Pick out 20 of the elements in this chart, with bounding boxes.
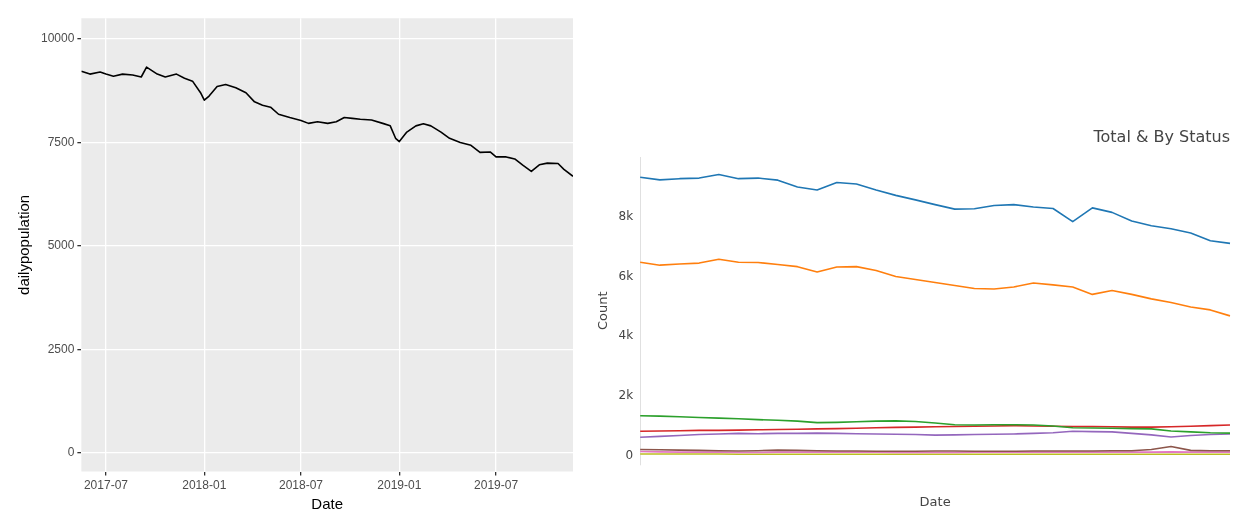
x-tick-label: 2018-01	[182, 478, 227, 493]
y-axis-title: Count	[595, 291, 611, 331]
y-tick-label: 0	[625, 447, 634, 462]
y-tick-label: 6k	[618, 268, 634, 283]
y-tick-label: 5000	[47, 238, 75, 253]
y-tick-label: 8k	[618, 208, 634, 223]
y-tick-label: 2k	[618, 387, 634, 402]
y-axis-title: dailypopulation	[15, 194, 33, 295]
x-axis-title: Date	[919, 493, 951, 509]
y-tick-label: 10000	[40, 31, 75, 46]
y-tick-label: 4k	[618, 328, 634, 343]
x-axis-title: Date	[311, 495, 344, 513]
y-tick-label: 0	[67, 445, 75, 460]
x-tick-label: 2019-07	[474, 478, 519, 493]
x-tick-label: 2018-07	[278, 478, 324, 493]
chart-title: Total & By Status	[1092, 126, 1230, 146]
x-tick-label: 2019-01	[377, 478, 422, 493]
y-tick-label: 2500	[47, 341, 75, 356]
x-tick-label: 2017-07	[83, 478, 129, 493]
y-tick-label: 7500	[47, 134, 75, 149]
